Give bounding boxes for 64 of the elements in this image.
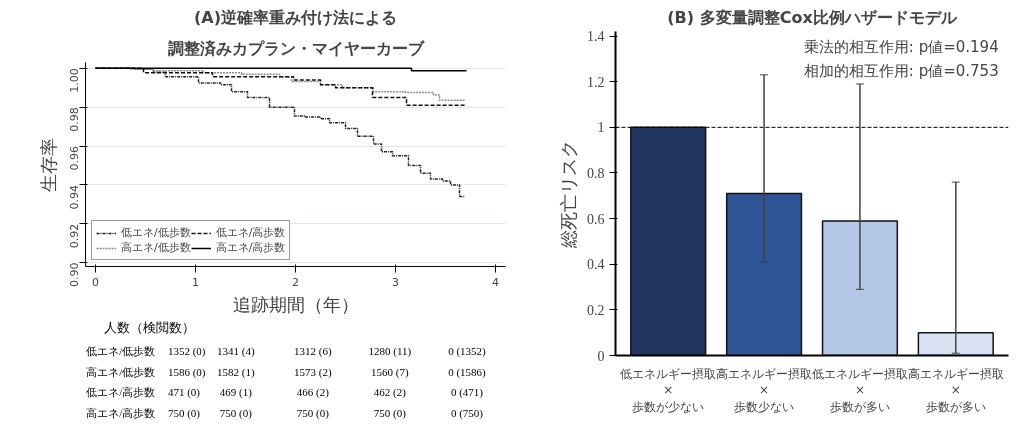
chart-title: (B) 多変量調整Cox比例ハザードモデル: [667, 7, 958, 27]
text: 1312 (6): [294, 344, 332, 358]
text: 750 (0): [373, 406, 407, 420]
x-tick-label: 2: [292, 275, 299, 289]
text: 1560 (7): [371, 365, 410, 379]
y-tick-label: 1: [597, 120, 605, 136]
text: 471 (0): [167, 386, 201, 400]
text: 1582 (1): [216, 365, 255, 379]
x-tick-label: 4: [492, 275, 499, 289]
text: 0 (1586): [448, 365, 487, 379]
text: 750 (0): [167, 406, 201, 420]
y-tick-label: 0.94: [68, 184, 82, 210]
y-tick-label: 0.98: [68, 107, 82, 132]
y-axis-title: 生存率: [37, 137, 59, 192]
y-tick-label: 0.6: [587, 211, 605, 227]
x-tick-label: 3: [392, 275, 399, 289]
x-tick-label: 高エネルギー摂取 × 歩数少ない: [716, 366, 813, 415]
annotation: 相加的相互作用: p値=0.753: [803, 61, 999, 80]
y-tick-label: 0.4: [587, 257, 605, 273]
text: 750 (0): [296, 406, 330, 420]
y-tick-label: 0: [597, 348, 605, 364]
x-tick-label: 0: [92, 275, 99, 289]
y-tick-label: 0.8: [587, 165, 605, 181]
text: 高エネ/高歩数: [86, 406, 156, 419]
text: 高エネ/低歩数: [86, 365, 156, 378]
text: 0 (750): [450, 406, 484, 420]
text: 1280 (11): [368, 344, 412, 358]
y-tick-label: 0.92: [68, 223, 82, 249]
y-tick-label: 1.00: [68, 68, 82, 93]
bar: [630, 126, 707, 356]
x-tick-label: 高エネルギー摂取 × 歩数が多い: [907, 366, 1004, 415]
y-tick-label: 0.90: [68, 262, 82, 288]
text: 人数（検閲数）: [103, 319, 195, 335]
y-tick-label: 0.2: [587, 302, 605, 318]
bar: [821, 220, 899, 356]
chart-subtitle: 調整済みカプラン・マイヤーカーブ: [167, 38, 425, 58]
text: 低エネ/低歩数: [86, 344, 156, 357]
y-tick-label: 1.4: [587, 29, 605, 45]
legend-label: 高エネ/高歩数: [215, 240, 286, 255]
text: 1352 (0): [167, 344, 206, 358]
x-tick-label: 低エネルギー摂取 × 歩数が少ない: [620, 366, 717, 415]
y-axis-title: 総死亡リスク: [558, 139, 579, 249]
y-tick-label: 1.2: [587, 74, 605, 90]
text: 462 (2): [373, 386, 407, 400]
text: 0 (471): [450, 386, 484, 400]
chart-title: (A)逆確率重み付け法による: [194, 7, 398, 27]
legend-label: 低エネ/高歩数: [215, 225, 286, 240]
x-tick-label: 1: [192, 275, 199, 289]
bar: [725, 192, 803, 356]
annotation: 乗法的相互作用: p値=0.194: [803, 37, 999, 56]
text: 1573 (2): [294, 365, 332, 379]
y-tick-label: 0.96: [68, 146, 82, 171]
legend-label: 低エネ/低歩数: [121, 225, 191, 240]
text: 469 (1): [219, 386, 253, 400]
text: 1341 (4): [216, 344, 255, 358]
x-tick-label: 低エネルギー摂取 × 歩数が多い: [811, 366, 908, 415]
text: 0 (1352): [448, 344, 487, 358]
x-axis-title: 追跡期間（年）: [232, 293, 359, 315]
text: 466 (2): [296, 386, 330, 400]
legend-label: 高エネ/低歩数: [121, 240, 191, 255]
bar: [917, 331, 994, 356]
text: 750 (0): [219, 406, 253, 420]
text: 1586 (0): [167, 365, 206, 379]
text: 低エネ/高歩数: [86, 386, 156, 399]
